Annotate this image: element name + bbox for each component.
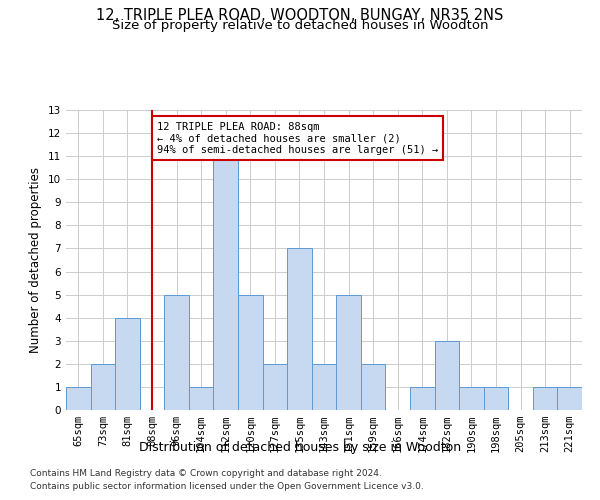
Bar	[287, 248, 312, 410]
Text: 12, TRIPLE PLEA ROAD, WOODTON, BUNGAY, NR35 2NS: 12, TRIPLE PLEA ROAD, WOODTON, BUNGAY, N…	[97, 8, 503, 22]
Bar	[66, 387, 91, 410]
Bar	[557, 387, 582, 410]
Bar	[115, 318, 140, 410]
Bar	[238, 294, 263, 410]
Bar	[336, 294, 361, 410]
Bar	[189, 387, 214, 410]
Text: Size of property relative to detached houses in Woodton: Size of property relative to detached ho…	[112, 19, 488, 32]
Bar	[312, 364, 336, 410]
Bar	[459, 387, 484, 410]
Bar	[361, 364, 385, 410]
Text: 12 TRIPLE PLEA ROAD: 88sqm
← 4% of detached houses are smaller (2)
94% of semi-d: 12 TRIPLE PLEA ROAD: 88sqm ← 4% of detac…	[157, 122, 438, 154]
Text: Contains public sector information licensed under the Open Government Licence v3: Contains public sector information licen…	[30, 482, 424, 491]
Bar	[533, 387, 557, 410]
Bar	[164, 294, 189, 410]
Bar	[410, 387, 434, 410]
Bar	[263, 364, 287, 410]
Text: Distribution of detached houses by size in Woodton: Distribution of detached houses by size …	[139, 441, 461, 454]
Y-axis label: Number of detached properties: Number of detached properties	[29, 167, 43, 353]
Bar	[484, 387, 508, 410]
Bar	[91, 364, 115, 410]
Bar	[214, 156, 238, 410]
Bar	[434, 341, 459, 410]
Text: Contains HM Land Registry data © Crown copyright and database right 2024.: Contains HM Land Registry data © Crown c…	[30, 468, 382, 477]
